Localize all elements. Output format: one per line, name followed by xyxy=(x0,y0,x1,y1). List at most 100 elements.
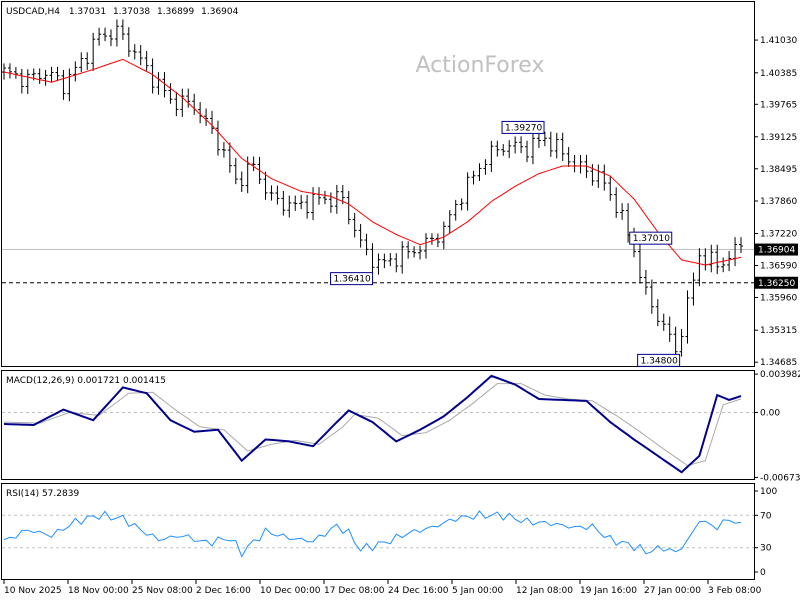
price-bar xyxy=(412,246,417,258)
price-bar xyxy=(727,251,732,272)
price-annotation-box xyxy=(637,353,681,367)
price-bar xyxy=(73,61,78,82)
low-value: 1.36899 xyxy=(157,7,194,17)
price-tick-label: 1.38495 xyxy=(760,165,797,175)
price-bar xyxy=(507,140,512,159)
price-bar xyxy=(685,290,690,344)
macd-panel-title: MACD(12,26,9) 0.001721 0.001415 xyxy=(6,376,166,386)
price-bar xyxy=(418,245,423,260)
price-bar xyxy=(667,316,672,342)
price-bar xyxy=(358,223,363,248)
price-bar xyxy=(210,110,215,134)
price-bar xyxy=(423,233,428,259)
price-bar xyxy=(637,244,642,284)
rsi-line xyxy=(3,510,742,558)
price-bar xyxy=(536,132,541,148)
price-annotations: 1.39270 1.36410 1.37010 1.34800 xyxy=(330,120,681,367)
price-bar xyxy=(655,299,660,327)
high-value: 1.37038 xyxy=(113,7,150,17)
price-bar xyxy=(400,241,405,274)
moving-average-line xyxy=(3,58,742,266)
rsi-tick-label: 100 xyxy=(760,487,777,497)
rsi-axis-ticks: 100 70 30 0 xyxy=(754,487,777,578)
price-annotation-label: 1.37010 xyxy=(633,234,670,244)
price-bar xyxy=(459,198,464,211)
price-bar xyxy=(120,19,125,40)
price-bar xyxy=(328,192,333,213)
price-bar xyxy=(406,241,411,259)
price-bar xyxy=(25,69,30,94)
price-bar xyxy=(251,156,256,172)
price-bar xyxy=(239,171,244,193)
price-bar xyxy=(394,253,399,273)
macd-panel xyxy=(1,370,755,480)
price-bar xyxy=(483,159,488,175)
time-tick-label: 5 Jan 00:00 xyxy=(452,586,504,596)
price-bar xyxy=(495,140,500,157)
time-tick-label: 27 Jan 00:00 xyxy=(644,586,701,596)
price-bar xyxy=(513,136,518,154)
price-bar xyxy=(602,164,607,191)
price-bar xyxy=(715,244,720,275)
symbol-timeframe: USDCAD,H4 xyxy=(6,7,60,17)
price-bar xyxy=(554,132,559,159)
price-bar xyxy=(471,170,476,185)
price-bar xyxy=(691,272,696,306)
price-bar xyxy=(299,194,304,210)
current-price-tag: 1.36904 xyxy=(755,243,798,256)
macd-tick-label: 0.00 xyxy=(760,408,780,418)
price-bar xyxy=(287,195,292,218)
price-bar xyxy=(180,88,185,117)
price-bar xyxy=(221,142,226,158)
price-annotation: 1.37010 xyxy=(629,231,673,245)
price-bar xyxy=(739,237,743,254)
price-bar xyxy=(49,66,54,83)
price-annotation-box xyxy=(501,120,545,134)
price-bar xyxy=(305,195,310,219)
price-axis-ticks: 1.41030 1.40385 1.39765 1.39125 1.38495 1.378… xyxy=(754,36,797,368)
price-tick-label: 1.40385 xyxy=(760,69,797,79)
price-bar xyxy=(643,269,648,295)
price-bar xyxy=(162,72,167,98)
price-bar xyxy=(542,131,547,147)
price-bar xyxy=(168,83,173,104)
price-bar xyxy=(215,120,220,156)
time-tick-label: 17 Dec 08:00 xyxy=(324,586,385,596)
price-bar xyxy=(269,185,274,201)
price-bar xyxy=(281,190,286,216)
macd-main-line xyxy=(3,374,742,474)
price-bar xyxy=(114,19,119,47)
price-bar xyxy=(388,253,393,267)
price-bar xyxy=(352,212,357,238)
price-bar xyxy=(346,190,351,225)
rsi-panel-title: RSI(14) 57.2839 xyxy=(6,489,79,499)
price-bar xyxy=(608,175,613,201)
price-bar xyxy=(649,279,654,314)
price-panel-title: USDCAD,H4 1.37031 1.37038 1.36899 1.3690… xyxy=(6,7,239,17)
price-bar xyxy=(61,69,66,100)
time-tick-label: 18 Nov 00:00 xyxy=(68,586,129,596)
price-tick-label: 1.35960 xyxy=(760,293,797,303)
price-bar xyxy=(275,185,280,205)
price-bar xyxy=(465,172,470,211)
price-bar xyxy=(233,158,238,185)
price-annotation-label: 1.34800 xyxy=(641,356,678,366)
rsi-panel xyxy=(1,483,755,580)
watermark-text: ActionForex xyxy=(416,53,545,78)
price-bar xyxy=(91,32,96,71)
price-bar xyxy=(150,58,155,94)
price-bar xyxy=(673,326,678,359)
price-bar xyxy=(103,27,108,42)
price-tick-label: 1.39765 xyxy=(760,100,797,110)
price-bar xyxy=(435,233,440,248)
price-bar xyxy=(614,187,619,218)
price-bar xyxy=(293,195,298,211)
price-bar xyxy=(37,68,42,84)
macd-tick-label: 0.003982 xyxy=(760,370,800,380)
price-annotation: 1.36410 xyxy=(330,272,374,286)
price-bar xyxy=(370,243,375,273)
price-bar xyxy=(67,68,72,102)
time-tick-label: 19 Jan 16:00 xyxy=(580,586,637,596)
